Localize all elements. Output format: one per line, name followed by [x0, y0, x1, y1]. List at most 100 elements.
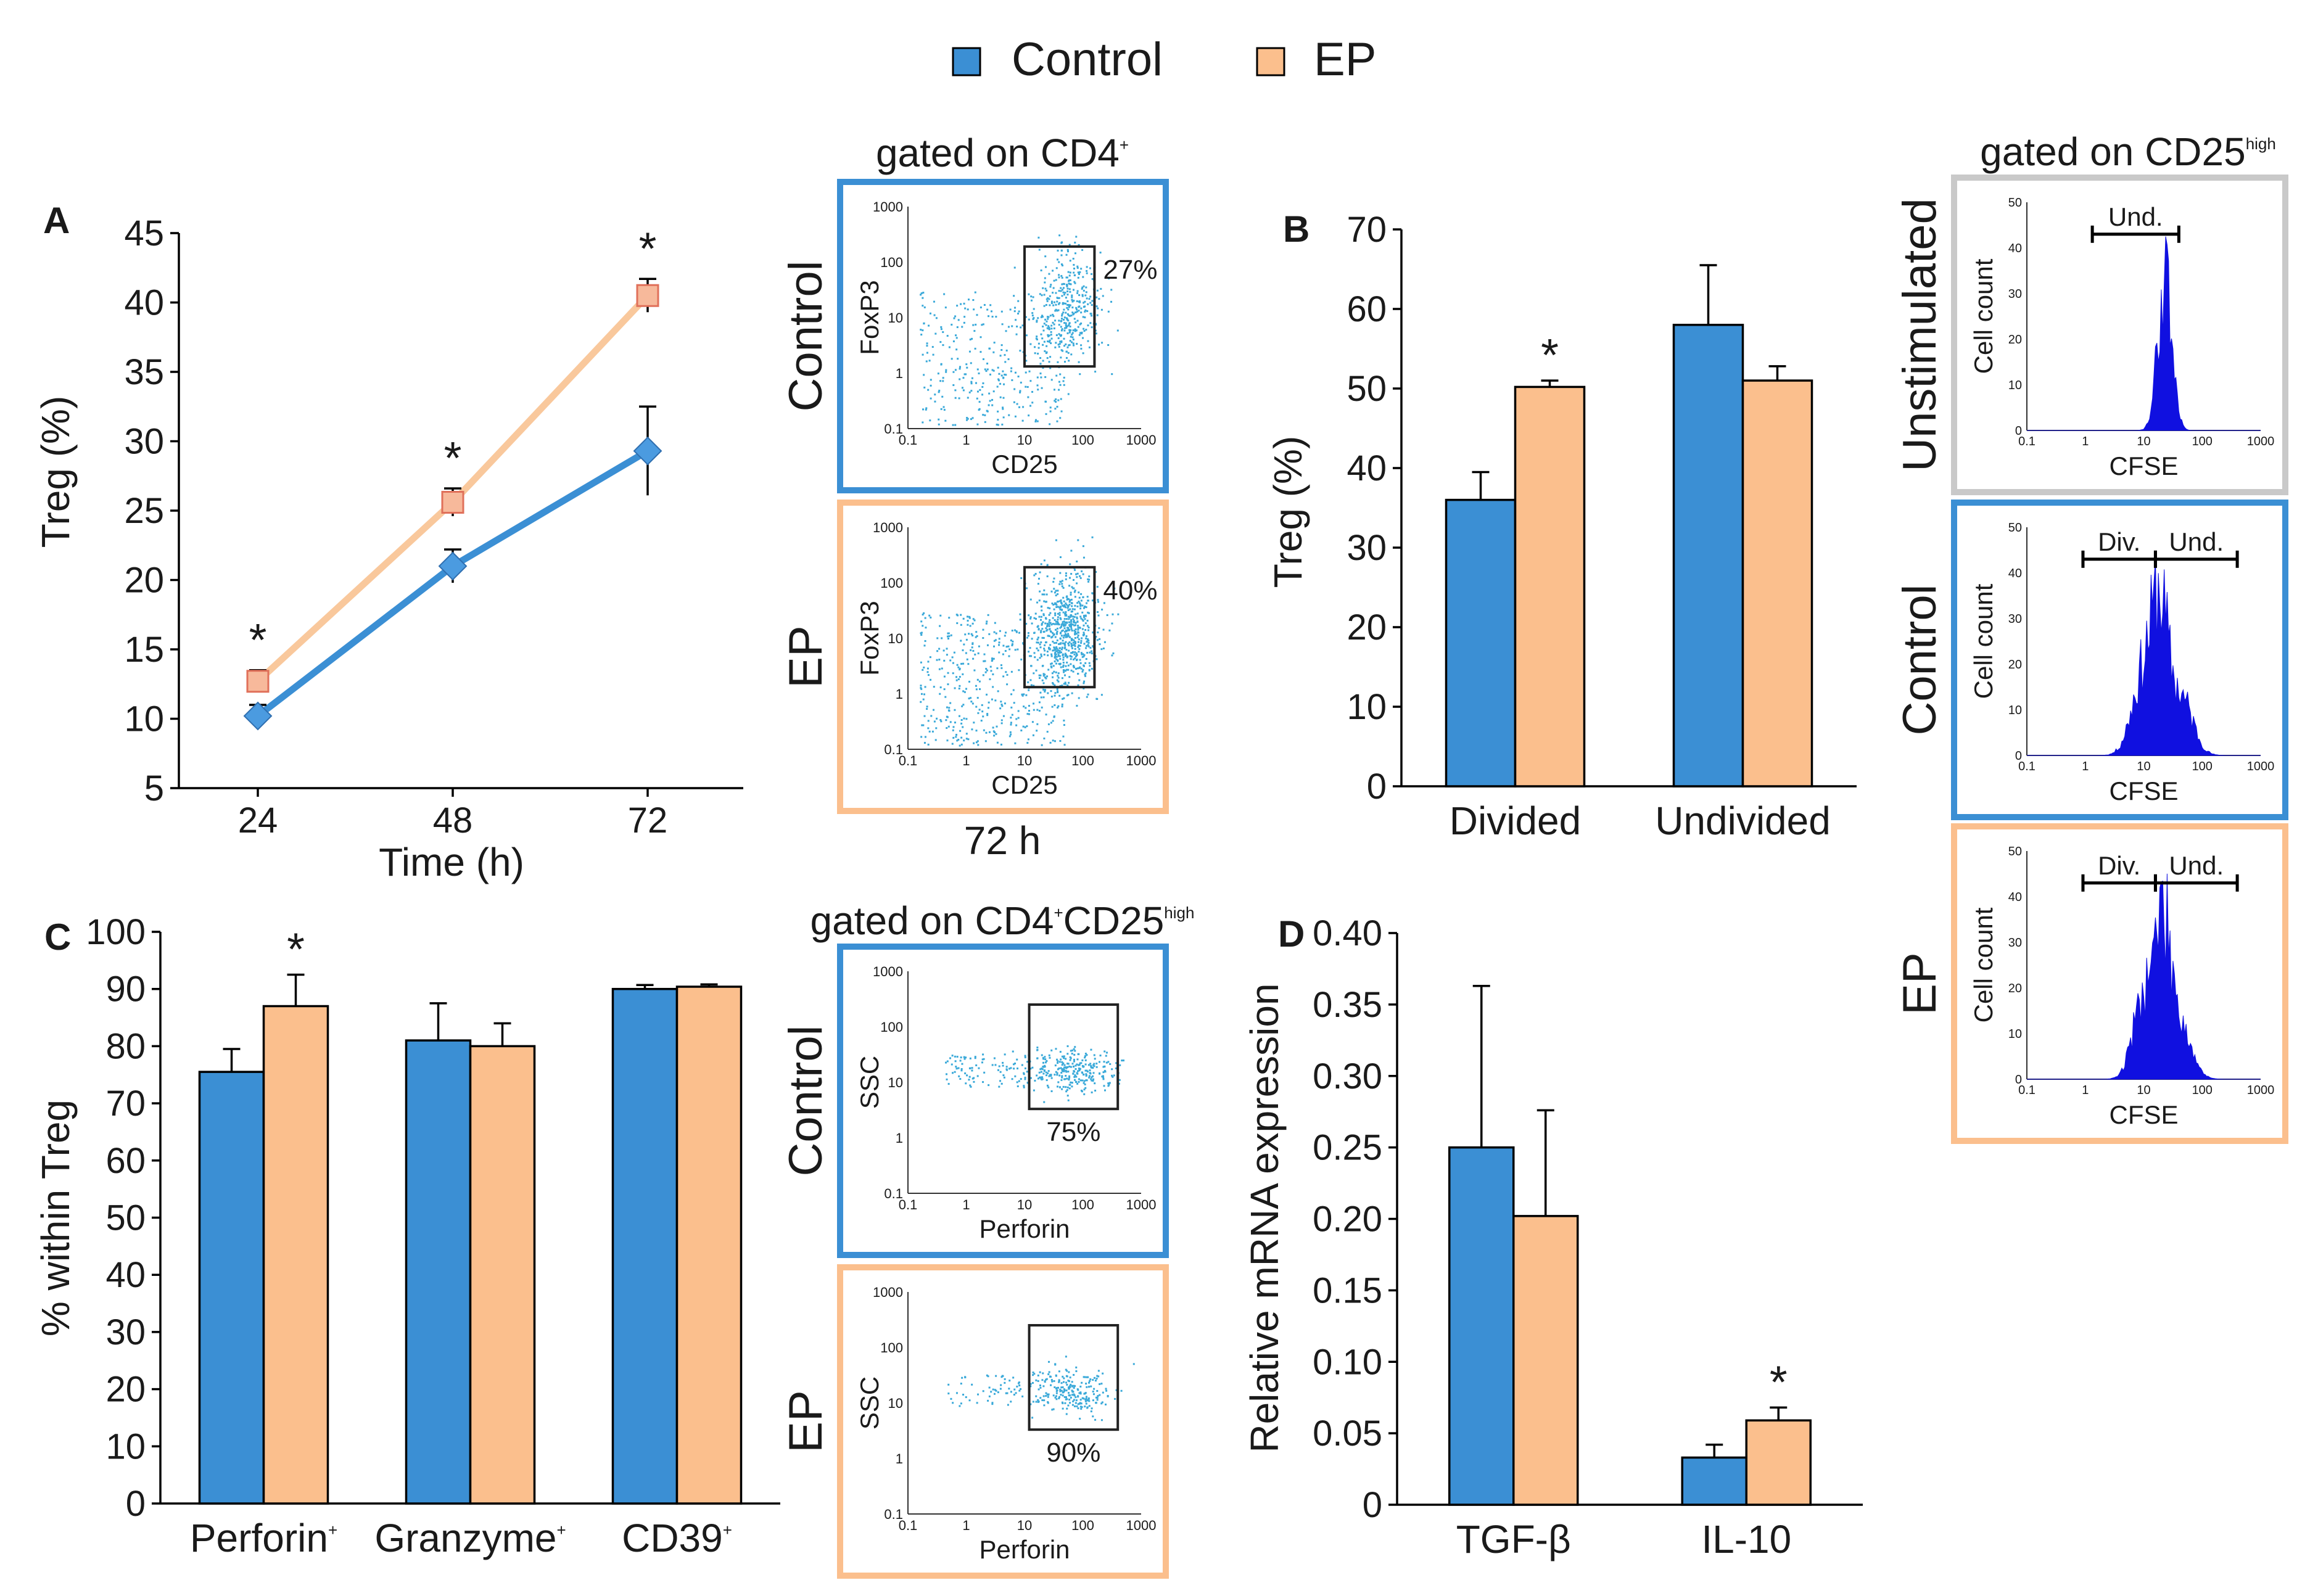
flow-a-dot [954, 722, 956, 724]
flow-a-dot [1015, 718, 1018, 720]
flow-c-dot [1069, 1059, 1071, 1061]
panel-d-ytick-label: 0.20 [1313, 1199, 1382, 1240]
flow-c-dot [1023, 1085, 1025, 1087]
panel-c-bar-control [405, 1039, 472, 1505]
flow-a-dot [1047, 335, 1050, 337]
flow-a-dot [928, 730, 931, 733]
flow-a-dot [1048, 361, 1050, 363]
flow-a-dot [1068, 244, 1071, 246]
flow-a-dot [1060, 410, 1063, 413]
flow-a-dot [1065, 635, 1068, 637]
flow-c-dot [1015, 1392, 1017, 1394]
flow-a-dot [1063, 719, 1065, 722]
flow-a-dot [1080, 652, 1083, 654]
flow-a-dot [1076, 582, 1078, 585]
flow-a-dot [1068, 344, 1070, 347]
flow-c-dot [1045, 1378, 1047, 1381]
flow-a-dot [970, 362, 972, 364]
flow-c-dot [1044, 1058, 1047, 1061]
panel-b-bar-control [1445, 498, 1517, 788]
flow-a-dot [968, 697, 970, 700]
flow-a-dot [1058, 655, 1061, 657]
flow-a-dot [1063, 345, 1066, 347]
flow-a-dot [1070, 619, 1073, 622]
flow-a-dot [1058, 583, 1061, 585]
flow-a-dot [1042, 613, 1045, 615]
flow-a-dot [957, 678, 960, 680]
hist-xlabel: CFSE [2109, 1100, 2178, 1129]
hist-distribution [2027, 873, 2261, 1080]
panel-c-bar-ep [469, 1045, 536, 1505]
flow-c-dot [1037, 1399, 1039, 1401]
flow-a-dot [1102, 295, 1104, 297]
flow-c-dot [1090, 1078, 1092, 1080]
flow-c-xlabel: Perforin [979, 1214, 1070, 1243]
flow-a-dot [1073, 619, 1075, 622]
flow-a-dot [1087, 640, 1090, 642]
flow-a-dot [1006, 673, 1008, 676]
flow-c-dot [1091, 1076, 1093, 1079]
flow-a-dot [1081, 570, 1083, 572]
flow-c-dot [1045, 1074, 1047, 1077]
flow-a-dot [1063, 625, 1066, 627]
flow-a-dot [1021, 419, 1024, 422]
flow-a-dot [1076, 572, 1079, 575]
flow-a-ytick-label: 1000 [873, 520, 903, 535]
flow-a-dot [1083, 680, 1086, 683]
flow-a-dot [1046, 624, 1049, 627]
flow-a-dot [1044, 690, 1046, 693]
flow-c-dot [1018, 1381, 1020, 1384]
flow-c-dot [1047, 1070, 1050, 1072]
flow-c-dot [1039, 1384, 1041, 1387]
flow-c-dot [1091, 1079, 1093, 1082]
flow-a-dot [1050, 695, 1053, 697]
flow-c-frame-ep [837, 1264, 1169, 1579]
flow-c-dot [1090, 1385, 1092, 1388]
flow-a-dot [1053, 633, 1055, 636]
flow-a-dot [984, 740, 987, 742]
flow-a-dot [1068, 360, 1070, 362]
flow-c-dot [983, 1071, 986, 1074]
flow-c-dot [991, 1403, 994, 1405]
flow-a-dot [977, 744, 980, 746]
flow-c-dot [1058, 1061, 1061, 1063]
flow-a-dot [1030, 665, 1033, 667]
flow-a-dot [1054, 612, 1057, 615]
flow-c-dot [1026, 1071, 1028, 1073]
panel-d-bar-ep [1745, 1419, 1812, 1506]
flow-a-dot [940, 363, 942, 366]
flow-a-dot [923, 322, 925, 324]
flow-a-dot [1043, 589, 1046, 591]
flow-a-dot [1070, 353, 1073, 356]
flow-a-dot [988, 731, 991, 733]
flow-c-dot [1078, 1069, 1081, 1072]
flow-a-dot [1108, 278, 1110, 280]
flow-a-dot [1020, 577, 1023, 579]
flow-a-dot [1061, 276, 1063, 279]
panel-b-ytick-label: 10 [1347, 687, 1387, 727]
flow-c-dot [1076, 1058, 1079, 1061]
flow-a-dot [1049, 356, 1052, 358]
flow-a-dot [1026, 386, 1029, 389]
flow-a-dot [1084, 628, 1087, 631]
hist-ytick-label: 20 [2008, 982, 2022, 995]
hist-xtick-label: 1 [2082, 435, 2089, 448]
flow-c-dot [1073, 1060, 1076, 1063]
flow-c-dot [1041, 1078, 1044, 1080]
flow-a-dot [1010, 722, 1012, 724]
flow-a-dot [997, 366, 999, 369]
flow-a-dot [1054, 684, 1056, 686]
flow-a-dot [1097, 614, 1100, 617]
flow-a-dot [1098, 343, 1100, 346]
flow-a-dot [1041, 622, 1043, 625]
flow-a-dot [1070, 644, 1073, 647]
flow-a-dot [1081, 619, 1084, 621]
flow-a-dot [1056, 648, 1058, 650]
flow-a-dot [1071, 605, 1073, 607]
flow-c-dot [999, 1080, 1002, 1082]
flow-a-dot [1005, 646, 1008, 648]
flow-c-dot [1071, 1049, 1074, 1051]
flow-a-dot [989, 400, 991, 402]
flow-a-dot [942, 380, 944, 382]
flow-a-dot [1057, 672, 1060, 675]
